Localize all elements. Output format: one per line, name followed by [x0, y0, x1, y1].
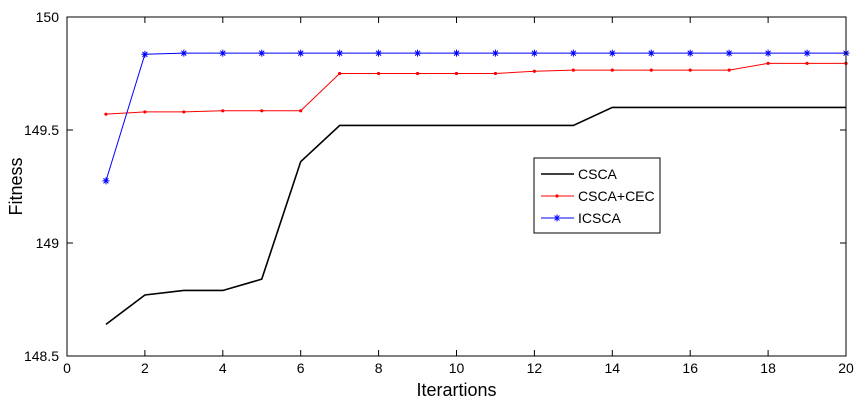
plot-frame: [66, 16, 847, 357]
series-csca: [105, 106, 846, 325]
x-tick-label: 4: [219, 360, 227, 376]
x-tick-label: 20: [838, 360, 854, 376]
legend-item: CSCA: [541, 166, 618, 182]
data-point: [338, 71, 342, 76]
series-icsca: [102, 49, 850, 185]
y-tick-label: 148.5: [24, 348, 59, 364]
x-tick-label: 8: [375, 360, 383, 376]
data-point: [764, 49, 772, 57]
legend-label: ICSCA: [578, 210, 621, 226]
data-point: [686, 49, 694, 57]
x-tick-label: 10: [449, 360, 465, 376]
x-tick-label: 2: [141, 360, 149, 376]
data-point: [102, 177, 110, 185]
data-point: [377, 71, 381, 76]
data-point: [260, 109, 264, 113]
data-point: [141, 50, 149, 58]
data-point: [766, 61, 770, 65]
y-tick-label: 150: [36, 9, 60, 25]
data-point: [610, 68, 614, 72]
data-point: [647, 49, 655, 57]
data-point: [299, 109, 303, 113]
data-point: [182, 110, 186, 114]
data-point: [414, 49, 422, 57]
axis-tick-labels: 0 2 4 6 8 10 12 14 16 18 20 148.5 149 149.5 150: [24, 9, 854, 376]
data-point: [219, 49, 227, 57]
data-point: [569, 49, 577, 57]
y-tick-label: 149: [36, 235, 60, 251]
y-tick-label: 149.5: [24, 122, 59, 138]
series-line: [105, 62, 846, 115]
legend-item: CSCA+CEC: [541, 188, 655, 204]
data-point: [493, 71, 498, 76]
data-point: [532, 69, 537, 73]
x-tick-label: 12: [527, 360, 543, 376]
data-point: [297, 49, 305, 57]
legend-label: CSCA+CEC: [578, 188, 655, 204]
x-tick-label: 6: [297, 360, 305, 376]
data-point: [608, 49, 616, 57]
legend-label: CSCA: [578, 166, 618, 182]
data-point: [571, 68, 575, 72]
data-point: [805, 61, 809, 65]
data-point: [104, 112, 108, 116]
data-point: [180, 49, 188, 57]
series-layer: [102, 49, 850, 325]
legend-item: ICSCA: [541, 210, 621, 226]
axis-ticks: [66, 16, 847, 357]
legend-marker: [555, 194, 559, 198]
series-line: [105, 52, 846, 181]
data-point: [415, 71, 420, 76]
data-point: [143, 110, 147, 114]
x-tick-label: 14: [605, 360, 621, 376]
legend-marker: [553, 214, 561, 222]
data-point: [336, 49, 344, 57]
x-tick-label: 18: [760, 360, 776, 376]
data-point: [803, 49, 811, 57]
data-point: [375, 49, 383, 57]
x-axis-label: Iterartions: [416, 380, 496, 400]
series-csca-cec: [104, 61, 848, 116]
data-point: [530, 49, 538, 57]
legend: CSCA CSCA+CEC ICSCA: [533, 157, 661, 234]
data-point: [454, 71, 459, 76]
data-point: [649, 68, 653, 72]
data-point: [727, 68, 731, 72]
data-point: [491, 49, 499, 57]
data-point: [688, 68, 692, 72]
data-point: [453, 49, 460, 57]
data-point: [221, 109, 225, 113]
x-tick-label: 16: [682, 360, 698, 376]
data-point: [725, 49, 733, 57]
series-line: [105, 106, 846, 325]
y-axis-label: Fitness: [6, 157, 26, 215]
data-point: [258, 49, 266, 57]
x-tick-label: 0: [63, 360, 71, 376]
